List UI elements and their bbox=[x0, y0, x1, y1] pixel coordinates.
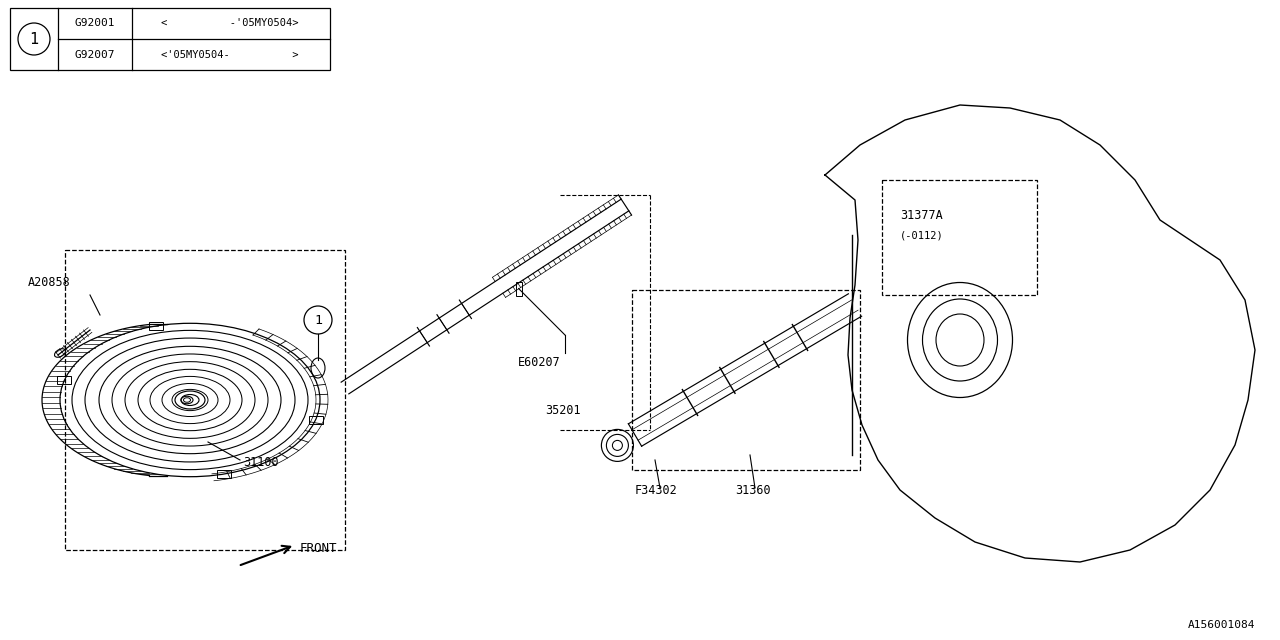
Text: 1: 1 bbox=[314, 314, 323, 326]
Text: 31377A: 31377A bbox=[900, 209, 943, 221]
Text: 35201: 35201 bbox=[545, 403, 581, 417]
Text: <'05MY0504-          >: <'05MY0504- > bbox=[161, 50, 298, 60]
Text: 1: 1 bbox=[29, 31, 38, 47]
Text: G92007: G92007 bbox=[74, 50, 115, 60]
Text: (-0112): (-0112) bbox=[900, 230, 943, 240]
Text: A156001084: A156001084 bbox=[1188, 620, 1254, 630]
Text: G92001: G92001 bbox=[74, 18, 115, 28]
Bar bbox=[516, 282, 522, 296]
Text: A20858: A20858 bbox=[28, 275, 70, 289]
Text: F34302: F34302 bbox=[635, 483, 677, 497]
Text: <          -'05MY0504>: < -'05MY0504> bbox=[161, 18, 298, 28]
Text: 31100: 31100 bbox=[243, 456, 279, 468]
Bar bbox=[10, 8, 330, 70]
Text: E60207: E60207 bbox=[518, 355, 561, 369]
Text: FRONT: FRONT bbox=[300, 541, 338, 554]
Bar bbox=[65, 250, 346, 550]
Text: 31360: 31360 bbox=[735, 483, 771, 497]
Bar bbox=[882, 180, 1037, 295]
